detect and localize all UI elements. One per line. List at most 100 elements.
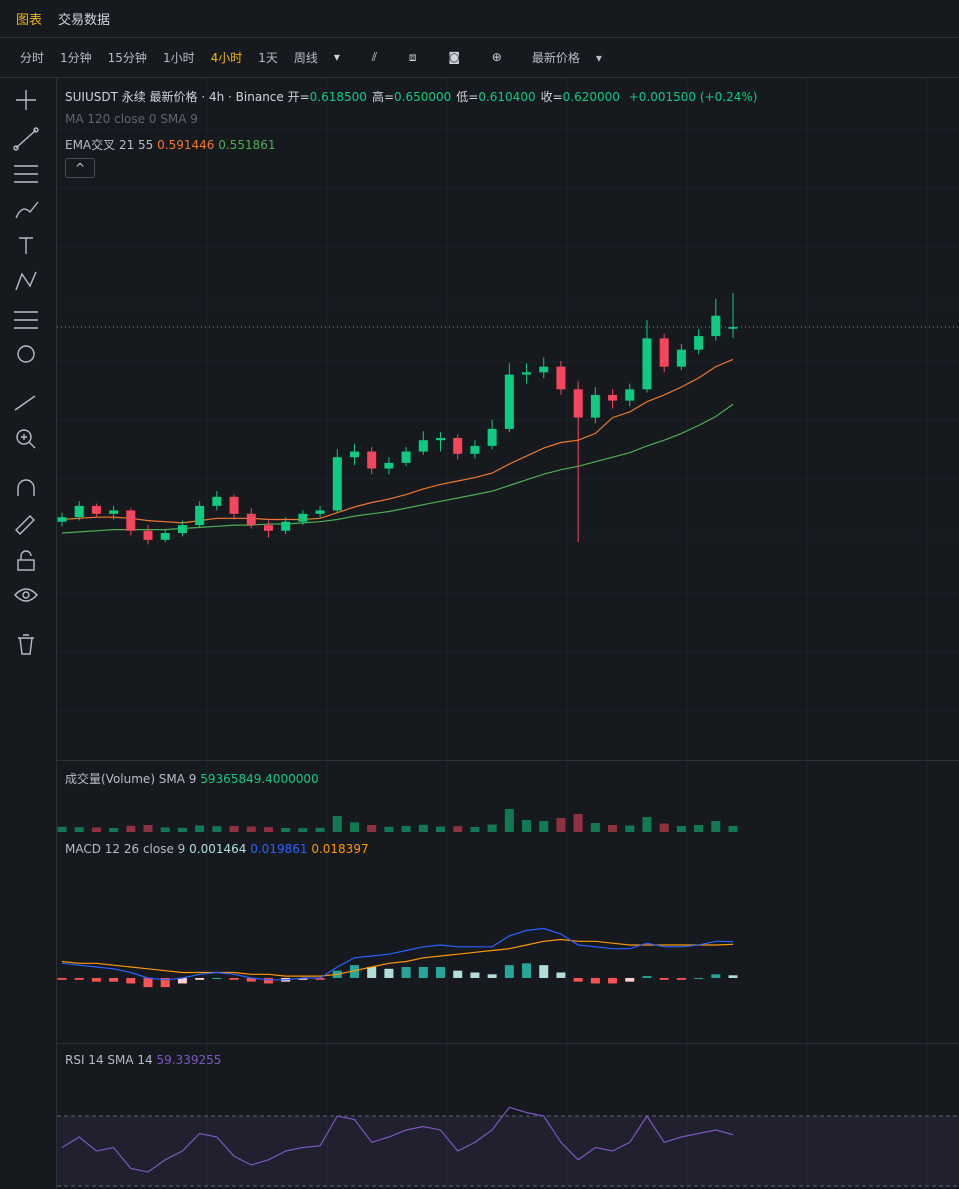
volume-bar xyxy=(539,821,549,832)
candle-body xyxy=(246,513,256,526)
candle-body xyxy=(315,510,325,514)
macd-hist xyxy=(91,977,101,982)
candle-body xyxy=(212,496,222,506)
interval-bar: 分时 1分钟 15分钟 1小时 4小时 1天 周线 ▾ ⫽ ⧈ ◙ ⊕ 最新价格 ▾ xyxy=(20,49,602,66)
macd-hist xyxy=(659,977,669,980)
legend-macd: MACD 12 26 close 9 0.001464 0.019861 0.0… xyxy=(65,842,369,856)
interval[interactable]: 15分钟 xyxy=(107,51,147,65)
ema-fast xyxy=(61,358,734,524)
candle-body xyxy=(160,533,170,540)
rsi-line xyxy=(61,1106,734,1173)
volume-bar xyxy=(522,820,532,832)
macd-hist xyxy=(539,965,549,978)
ema-label: EMA交叉 21 55 xyxy=(65,138,154,152)
macd-hist xyxy=(642,976,652,978)
interval[interactable]: 1分钟 xyxy=(60,51,92,65)
macd-hist xyxy=(504,965,514,978)
ohlc-name: 低= xyxy=(456,90,479,104)
macd-hist xyxy=(522,963,532,978)
price-type[interactable]: 最新价格 xyxy=(531,51,580,65)
candle-body xyxy=(504,374,514,429)
interval[interactable]: 4小时 xyxy=(210,51,243,65)
ohlc-name: 开= xyxy=(287,90,310,104)
macd-hist xyxy=(711,974,721,978)
macd-hist xyxy=(384,968,394,978)
ema-fast-value: 0.591446 xyxy=(157,138,215,152)
candle-body xyxy=(556,366,566,390)
volume-bar xyxy=(281,828,291,832)
candle-body xyxy=(126,510,136,531)
candle-body xyxy=(487,428,497,446)
drawing-tools[interactable] xyxy=(13,90,39,655)
interval[interactable]: 1小时 xyxy=(162,51,195,65)
candle-body xyxy=(349,451,359,458)
ohlc-value: 0.650000 xyxy=(394,90,452,104)
volume-bar xyxy=(642,817,652,832)
volume-bar xyxy=(315,827,325,832)
candle-body xyxy=(143,530,153,540)
candle-body xyxy=(91,505,101,514)
candle-body xyxy=(281,521,291,531)
rsi-value: 59.339255 xyxy=(156,1053,222,1067)
volume-bar xyxy=(332,816,342,832)
macd-hist xyxy=(229,977,239,980)
volume-bar xyxy=(349,822,359,832)
macd-hist xyxy=(74,977,84,980)
volume-bar xyxy=(608,825,618,832)
macd-hist xyxy=(315,977,325,980)
volume-bar xyxy=(470,827,480,832)
candle-body xyxy=(590,394,600,418)
volume-bar xyxy=(401,826,411,832)
macd-hist xyxy=(590,977,600,984)
volume-bar xyxy=(195,825,205,832)
candle-body xyxy=(57,517,67,522)
macd-hist xyxy=(160,977,170,988)
legend-main: SUIUSDT 永续 最新价格 · 4h · Binance 开=0.61850… xyxy=(65,88,757,105)
candle-body xyxy=(263,525,273,531)
volume-bar xyxy=(728,826,738,832)
volume-label: 成交量(Volume) SMA 9 xyxy=(65,772,197,786)
tab[interactable]: 图表 xyxy=(16,13,43,28)
volume-bar xyxy=(74,827,84,832)
symbol: SUIUSDT 永续 最新价格 · 4h · Binance xyxy=(65,90,284,104)
macd-hist xyxy=(367,966,377,978)
candle-body xyxy=(195,505,205,526)
macd-hist xyxy=(625,977,635,982)
macd-hist xyxy=(143,977,153,988)
dropdown[interactable]: ▾ xyxy=(595,50,602,65)
macd-label: MACD 12 26 close 9 xyxy=(65,842,186,856)
candle-body xyxy=(332,457,342,511)
macd-hist xyxy=(246,977,256,982)
interval[interactable]: 1天 xyxy=(258,51,278,65)
tab[interactable]: 交易数据 xyxy=(58,13,111,28)
volume-bar xyxy=(126,825,136,832)
ema-slow xyxy=(61,403,734,534)
candle-body xyxy=(522,372,532,375)
volume-bar xyxy=(177,827,187,832)
macd-hist xyxy=(453,970,463,978)
macd-hist xyxy=(177,977,187,984)
volume-bar xyxy=(384,826,394,832)
candle-body xyxy=(453,437,463,454)
macd-hist xyxy=(418,966,428,978)
ohlc-value: 0.610400 xyxy=(478,90,536,104)
hist-value: 0.001464 xyxy=(189,842,247,856)
candle-body xyxy=(539,366,549,373)
macd-hist xyxy=(349,965,359,978)
macd-hist xyxy=(728,975,738,978)
legend-ema: EMA交叉 21 55 0.591446 0.551861 xyxy=(65,136,276,153)
interval[interactable]: 周线 xyxy=(293,51,318,65)
macd-hist xyxy=(487,974,497,978)
volume-bar xyxy=(263,827,273,832)
collapse-button[interactable]: ^ xyxy=(65,158,95,178)
volume-bar xyxy=(160,827,170,832)
ema-slow-value: 0.551861 xyxy=(218,138,276,152)
volume-bar xyxy=(625,825,635,832)
macd-value: 0.019861 xyxy=(250,842,308,856)
candle-body xyxy=(367,451,377,469)
interval[interactable]: 分时 xyxy=(20,51,45,65)
volume-bar xyxy=(694,825,704,832)
volume-bar xyxy=(676,826,686,832)
toolbar-icons[interactable]: ▾ ⫽ ⧈ ◙ ⊕ xyxy=(333,50,516,64)
